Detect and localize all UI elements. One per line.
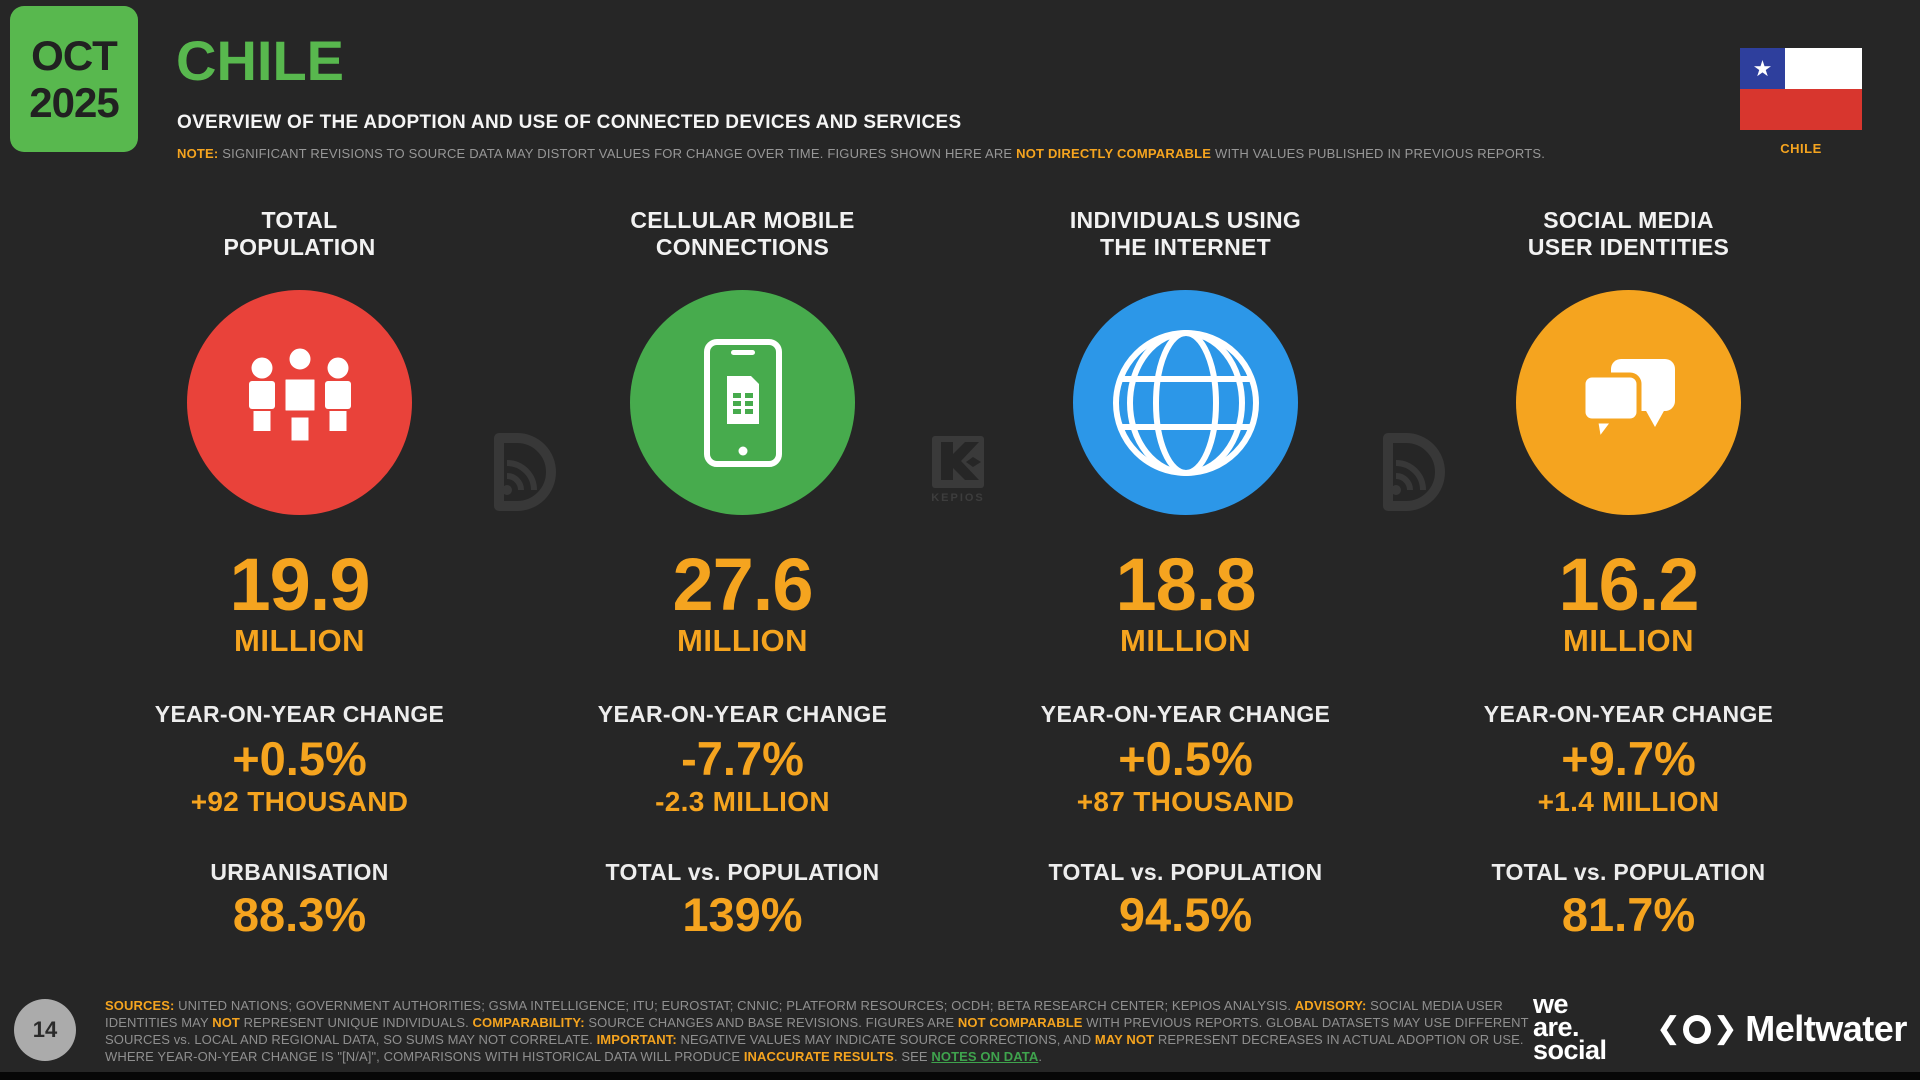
metric-unit: MILLION [677,623,808,658]
note-label: NOTE: [177,146,219,161]
metric-title: TOTAL [261,207,338,233]
metric-circle [1516,290,1741,515]
date-year: 2025 [29,79,119,126]
secondary-label: TOTAL vs. POPULATION [605,859,880,885]
metric-circle [1073,290,1298,515]
kepios-watermark-label: KEPIOS [931,492,985,504]
meltwater-eye-icon: ❮ [1656,1012,1681,1045]
chat-bubbles-icon [1580,358,1675,447]
note-text: SIGNIFICANT REVISIONS TO SOURCE DATA MAY… [218,146,1017,161]
globe-icon [1112,329,1259,476]
kepios-watermark-icon: KEPIOS [920,436,996,504]
metric-value: 18.8 [1115,543,1256,626]
secondary-value: 81.7% [1561,888,1696,941]
metric-value: 27.6 [672,543,813,626]
metric-total-population: TOTAL POPULATION 19.9 [154,207,445,941]
bottom-edge-bar [0,1072,1920,1080]
secondary-value: 139% [682,888,803,941]
meltwater-logo: ❮ ❯ Meltwater [1656,1008,1907,1049]
change-percent: +0.5% [232,732,367,785]
date-badge: OCT 2025 [10,6,138,152]
metric-title: CELLULAR MOBILE [630,207,855,233]
secondary-label: URBANISATION [210,859,389,885]
metrics-row: TOTAL POPULATION 19.9 [78,207,1850,941]
metric-social-media-users: SOCIAL MEDIA USER IDENTITIES 16.2 MILLIO… [1483,207,1774,941]
metric-circle [187,290,412,515]
change-label: YEAR-ON-YEAR CHANGE [597,701,888,727]
meltwater-wordmark: Meltwater [1745,1008,1907,1049]
people-icon [248,343,351,445]
change-percent: +0.5% [1118,732,1253,785]
flag-star-canton: ★ [1740,48,1785,89]
metric-circle [630,290,855,515]
change-label: YEAR-ON-YEAR CHANGE [154,701,445,727]
sources-footnote: SOURCES: UNITED NATIONS; GOVERNMENT AUTH… [105,998,1529,1064]
page-number-badge: 14 [14,999,76,1061]
metric-title: INDIVIDUALS USING [1069,207,1302,233]
metric-mobile-connections: CELLULAR MOBILE CONNECTIONS 27.6 MILL [597,207,888,941]
notes-on-data-link[interactable]: NOTES ON DATA [931,1049,1039,1064]
metric-value: 16.2 [1558,543,1699,626]
datareportal-watermark-icon [487,432,561,517]
metric-title: SOCIAL MEDIA [1543,207,1714,233]
change-absolute: +1.4 MILLION [1537,786,1720,817]
page-number: 14 [32,1017,58,1042]
change-percent: -7.7% [681,732,804,785]
datareportal-watermark-icon [1376,432,1450,517]
change-absolute: -2.3 MILLION [655,786,830,817]
secondary-label: TOTAL vs. POPULATION [1048,859,1323,885]
page-subtitle: OVERVIEW OF THE ADOPTION AND USE OF CONN… [177,112,962,133]
page-title: CHILE [176,29,344,92]
metric-value: 19.9 [229,543,370,626]
secondary-label: TOTAL vs. POPULATION [1491,859,1766,885]
metric-internet-users: INDIVIDUALS USING THE INTERNET 18.8 MILL… [1040,207,1331,941]
change-absolute: +92 THOUSAND [190,786,409,817]
metric-unit: MILLION [1120,623,1251,658]
note-highlight: NOT DIRECTLY COMPARABLE [1016,146,1212,161]
metric-unit: MILLION [1563,623,1694,658]
metric-unit: MILLION [234,623,365,658]
chile-flag: ★ [1740,48,1862,130]
secondary-value: 88.3% [232,888,367,941]
change-absolute: +87 THOUSAND [1076,786,1295,817]
change-label: YEAR-ON-YEAR CHANGE [1483,701,1774,727]
mobile-sim-icon [703,338,782,467]
date-month: OCT [31,32,118,79]
flag-label: CHILE [1780,141,1822,156]
change-label: YEAR-ON-YEAR CHANGE [1040,701,1331,727]
we-are-social-logo: we are. social [1533,989,1607,1065]
note-text-after: WITH VALUES PUBLISHED IN PREVIOUS REPORT… [1211,146,1546,161]
change-percent: +9.7% [1561,732,1696,785]
note-line: NOTE: SIGNIFICANT REVISIONS TO SOURCE DA… [177,146,1677,161]
secondary-value: 94.5% [1118,888,1253,941]
